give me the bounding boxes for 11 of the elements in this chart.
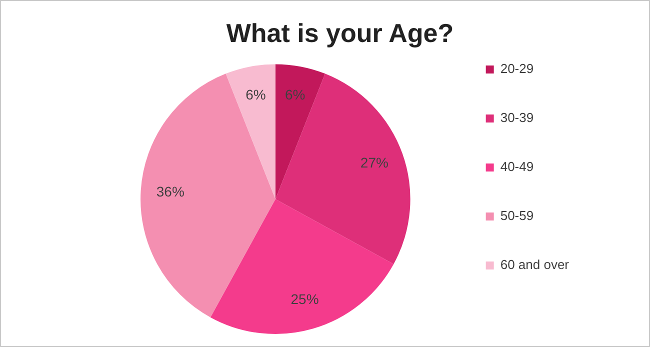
data-label: 36%	[156, 183, 184, 200]
data-label: 25%	[290, 291, 319, 308]
chart-title: What is your Age?	[226, 18, 454, 48]
legend-label: 30-39	[500, 110, 534, 126]
legend-label: 20-29	[500, 61, 534, 76]
legend-label: 40-49	[500, 159, 534, 174]
legend-label: 50-59	[500, 208, 534, 224]
legend-label: 60 and over	[500, 257, 570, 272]
data-label: 27%	[360, 154, 388, 170]
data-label: 6%	[246, 86, 266, 103]
data-label: 6%	[285, 86, 306, 103]
